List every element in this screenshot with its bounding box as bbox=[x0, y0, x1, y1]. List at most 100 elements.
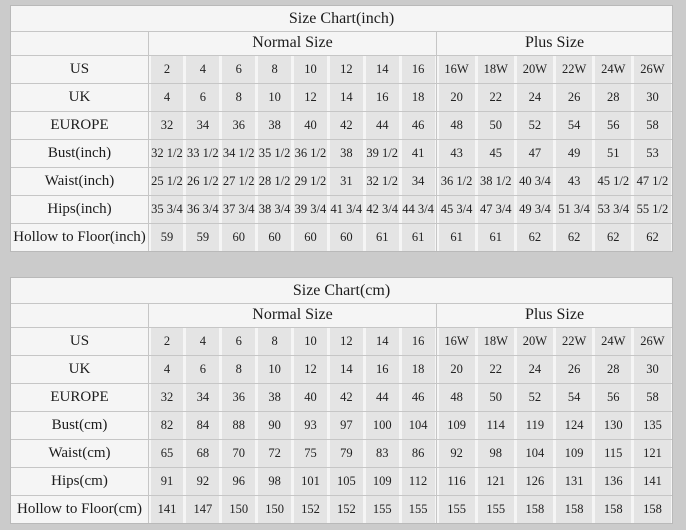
size-cell: 53 bbox=[634, 140, 671, 167]
size-cell: 46 bbox=[401, 112, 435, 139]
table-row: Bust(inch) 32 1/2 33 1/2 34 1/2 35 1/2 36 1/2… bbox=[11, 139, 672, 167]
row-cells: 59 59 60 60 60 60 61 61 61 61 62 62 62 62 bbox=[148, 224, 672, 251]
size-cell: 150 bbox=[258, 496, 291, 523]
size-cell: 18W bbox=[477, 328, 514, 355]
row-label: Hollow to Floor(cm) bbox=[11, 496, 148, 523]
normal-size-group: 4 6 8 10 12 14 16 18 bbox=[149, 84, 436, 111]
row-cells: 65 68 70 72 75 79 83 86 92 98 104 109 115 121 bbox=[148, 440, 672, 467]
table-title-row: Size Chart(inch) bbox=[11, 6, 672, 31]
size-chart-cm-table: Size Chart(cm) Normal Size Plus Size US 2 4 6 8… bbox=[10, 277, 673, 524]
size-cell: 121 bbox=[477, 468, 514, 495]
row-cells: 82 84 88 90 93 97 100 104 109 114 119 124 130 135 bbox=[148, 412, 672, 439]
size-cell: 54 bbox=[556, 112, 593, 139]
size-cell: 40 bbox=[294, 112, 327, 139]
size-cell: 47 1/2 bbox=[634, 168, 671, 195]
size-cell: 155 bbox=[365, 496, 399, 523]
size-cell: 36 1/2 bbox=[438, 168, 475, 195]
size-cell: 68 bbox=[186, 440, 220, 467]
plus-size-group: 92 98 104 109 115 121 bbox=[436, 440, 672, 467]
size-cell: 49 3/4 bbox=[516, 196, 554, 223]
table-row: Waist(inch) 25 1/2 26 1/2 27 1/2 28 1/2 29 1/… bbox=[11, 167, 672, 195]
size-cell: 42 bbox=[329, 384, 363, 411]
size-cell: 152 bbox=[329, 496, 363, 523]
normal-size-group: 2 4 6 8 10 12 14 16 bbox=[149, 328, 436, 355]
size-cell: 29 1/2 bbox=[294, 168, 327, 195]
size-cell: 4 bbox=[186, 328, 220, 355]
size-cell: 83 bbox=[365, 440, 399, 467]
row-label: UK bbox=[11, 356, 148, 383]
size-cell: 92 bbox=[186, 468, 220, 495]
size-cell: 26W bbox=[634, 56, 671, 83]
size-cell: 147 bbox=[186, 496, 220, 523]
size-cell: 70 bbox=[222, 440, 256, 467]
size-cell: 59 bbox=[150, 224, 184, 251]
plus-size-group: 43 45 47 49 51 53 bbox=[436, 140, 672, 167]
size-cell: 24 bbox=[516, 356, 554, 383]
size-group-header-row: Normal Size Plus Size bbox=[11, 303, 672, 327]
normal-size-group: 2 4 6 8 10 12 14 16 bbox=[149, 56, 436, 83]
size-cell: 24W bbox=[595, 328, 632, 355]
group-header-spacer bbox=[11, 32, 148, 55]
size-cell: 38 bbox=[329, 140, 363, 167]
size-cell: 41 bbox=[401, 140, 435, 167]
size-cell: 55 1/2 bbox=[634, 196, 671, 223]
size-cell: 2 bbox=[150, 328, 184, 355]
size-cell: 44 bbox=[365, 112, 399, 139]
size-cell: 158 bbox=[516, 496, 554, 523]
size-cell: 51 bbox=[595, 140, 632, 167]
table-row: US 2 4 6 8 10 12 14 16 16W 18W 20W 22W 24W 26W bbox=[11, 55, 672, 83]
size-cell: 2 bbox=[150, 56, 184, 83]
row-label: Hips(inch) bbox=[11, 196, 148, 223]
size-cell: 30 bbox=[634, 84, 671, 111]
normal-size-group: 141 147 150 150 152 152 155 155 bbox=[149, 496, 436, 523]
row-cells: 32 34 36 38 40 42 44 46 48 50 52 54 56 58 bbox=[148, 384, 672, 411]
row-cells: 2 4 6 8 10 12 14 16 16W 18W 20W 22W 24W 26W bbox=[148, 56, 672, 83]
size-cell: 6 bbox=[186, 356, 220, 383]
size-cell: 20 bbox=[438, 356, 475, 383]
size-cell: 10 bbox=[294, 328, 327, 355]
plus-size-group: 16W 18W 20W 22W 24W 26W bbox=[436, 56, 672, 83]
row-label: Hollow to Floor(inch) bbox=[11, 224, 148, 251]
size-cell: 109 bbox=[438, 412, 475, 439]
size-cell: 61 bbox=[401, 224, 435, 251]
size-cell: 86 bbox=[401, 440, 435, 467]
size-cell: 56 bbox=[595, 384, 632, 411]
size-cell: 35 1/2 bbox=[258, 140, 291, 167]
size-cell: 61 bbox=[438, 224, 475, 251]
size-cell: 28 bbox=[595, 84, 632, 111]
size-cell: 16 bbox=[365, 84, 399, 111]
size-cell: 155 bbox=[401, 496, 435, 523]
size-cell: 39 3/4 bbox=[294, 196, 327, 223]
size-cell: 14 bbox=[329, 356, 363, 383]
size-cell: 4 bbox=[186, 56, 220, 83]
size-cell: 98 bbox=[477, 440, 514, 467]
size-cell: 10 bbox=[258, 84, 291, 111]
size-cell: 97 bbox=[329, 412, 363, 439]
size-cell: 33 1/2 bbox=[186, 140, 220, 167]
size-cell: 22 bbox=[477, 84, 514, 111]
size-cell: 100 bbox=[365, 412, 399, 439]
normal-size-group: 35 3/4 36 3/4 37 3/4 38 3/4 39 3/4 41 3/4 42 3… bbox=[149, 196, 436, 223]
table-row: Hips(inch) 35 3/4 36 3/4 37 3/4 38 3/4 39 3/4… bbox=[11, 195, 672, 223]
normal-size-group: 65 68 70 72 75 79 83 86 bbox=[149, 440, 436, 467]
size-cell: 109 bbox=[556, 440, 593, 467]
size-cell: 27 1/2 bbox=[222, 168, 256, 195]
size-cell: 49 bbox=[556, 140, 593, 167]
row-cells: 91 92 96 98 101 105 109 112 116 121 126 131 136 141 bbox=[148, 468, 672, 495]
size-cell: 60 bbox=[329, 224, 363, 251]
size-cell: 58 bbox=[634, 384, 671, 411]
normal-size-group: 32 34 36 38 40 42 44 46 bbox=[149, 384, 436, 411]
size-cell: 54 bbox=[556, 384, 593, 411]
size-cell: 18 bbox=[401, 356, 435, 383]
plus-size-header: Plus Size bbox=[436, 32, 672, 55]
size-cell: 59 bbox=[186, 224, 220, 251]
size-cell: 50 bbox=[477, 112, 514, 139]
row-label: EUROPE bbox=[11, 112, 148, 139]
row-label: Hips(cm) bbox=[11, 468, 148, 495]
size-cell: 45 bbox=[477, 140, 514, 167]
plus-size-group: 48 50 52 54 56 58 bbox=[436, 112, 672, 139]
plus-size-group: 20 22 24 26 28 30 bbox=[436, 356, 672, 383]
table-row: Hips(cm) 91 92 96 98 101 105 109 112 116 121 126 131… bbox=[11, 467, 672, 495]
size-cell: 36 1/2 bbox=[294, 140, 327, 167]
